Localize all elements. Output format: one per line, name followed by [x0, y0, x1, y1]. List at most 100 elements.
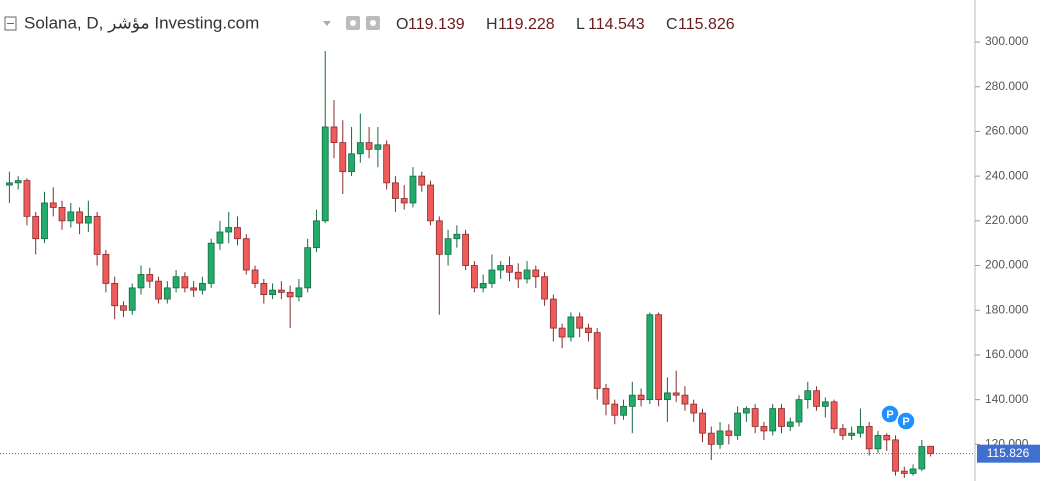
candle-body	[84, 215, 92, 224]
candle-body	[5, 182, 13, 186]
candle-body	[549, 298, 557, 329]
eye-icon-dot	[350, 20, 356, 26]
candle-body	[444, 238, 452, 255]
candle-body	[172, 276, 180, 289]
candle-body	[348, 153, 355, 173]
ohlc-key: C	[666, 16, 678, 33]
chart-title: Solana, D, مؤشر Investing.com	[24, 13, 259, 33]
candle-body	[909, 468, 917, 474]
candle-body	[400, 198, 408, 204]
candle-body	[532, 269, 540, 278]
candle-body	[111, 283, 119, 307]
ohlc-value: 119.228	[498, 16, 555, 33]
candle-body	[225, 227, 233, 233]
candle-body	[602, 388, 610, 405]
candle-body	[462, 233, 470, 266]
candle-body	[120, 305, 127, 311]
candle-body	[778, 408, 785, 427]
candle-body	[190, 287, 198, 291]
candle-body	[392, 182, 399, 199]
candle-body	[269, 289, 276, 295]
event-marker[interactable]	[880, 404, 900, 424]
candle-body	[93, 215, 101, 255]
event-marker[interactable]	[896, 411, 916, 431]
candle-body	[716, 430, 724, 445]
candle-body	[67, 211, 75, 222]
candle-body	[646, 314, 654, 401]
ohlc-key: L	[576, 16, 585, 33]
candle-body	[49, 202, 57, 208]
y-tick-label: 280.000	[985, 79, 1029, 93]
candle-body	[769, 408, 777, 432]
candle-body	[567, 316, 575, 338]
candle-body	[137, 274, 145, 289]
y-tick-label: 200.000	[985, 258, 1029, 272]
y-tick-label: 240.000	[985, 168, 1029, 182]
candle-body	[637, 394, 645, 401]
candle-body	[41, 202, 48, 240]
candle-body	[699, 412, 706, 434]
candle-body	[479, 283, 487, 289]
candle-body	[497, 265, 505, 271]
candle-body	[251, 269, 259, 284]
candle-body	[742, 408, 750, 414]
candle-body	[242, 238, 250, 271]
event-marker-label: P	[902, 416, 909, 428]
candle-body	[374, 144, 382, 150]
candle-body	[813, 390, 820, 407]
candle-body	[488, 269, 496, 284]
candle-body	[128, 287, 136, 311]
candle-body	[155, 280, 162, 300]
candle-body	[199, 283, 206, 291]
candle-body	[681, 394, 689, 405]
dropdown-arrow[interactable]	[323, 21, 331, 26]
y-tick-label: 180.000	[985, 302, 1029, 316]
candle-body	[339, 142, 347, 173]
candle-body	[918, 446, 926, 470]
candle-body	[330, 126, 338, 144]
y-tick-label: 220.000	[985, 213, 1029, 227]
candle-body	[260, 283, 268, 295]
candle-body	[234, 227, 241, 240]
y-tick-label: 140.000	[985, 392, 1029, 406]
candle-body	[900, 470, 908, 474]
last-price-box	[977, 444, 1040, 463]
ohlc-value: 115.826	[678, 16, 735, 33]
candle-body	[277, 289, 285, 293]
candle-body	[207, 242, 215, 284]
candle-body	[585, 327, 592, 333]
settings-icon-dot	[370, 20, 376, 26]
candle-body	[611, 403, 619, 416]
candle-body	[795, 399, 803, 423]
candle-body	[857, 426, 864, 434]
candle-body	[76, 211, 83, 224]
candle-body	[664, 392, 671, 401]
candle-body	[690, 403, 698, 414]
ohlc-key: O	[396, 16, 408, 33]
candle-body	[558, 327, 566, 338]
candle-body	[146, 274, 154, 282]
candle-body	[892, 439, 899, 472]
candle-body	[576, 316, 584, 329]
ohlc-legend: O 119.139 H 119.228 L 114.543 C 115.826	[396, 16, 735, 33]
candle-body	[418, 175, 426, 186]
ohlc-key: H	[486, 16, 498, 33]
candle-body	[216, 231, 224, 244]
collapse-icon[interactable]	[4, 16, 17, 31]
candle-body	[839, 428, 847, 436]
candle-body	[848, 432, 856, 436]
candle-body	[874, 435, 882, 450]
candle-body	[304, 247, 312, 289]
candle-body	[14, 180, 22, 184]
candle-body	[163, 287, 171, 300]
candle-body	[58, 207, 66, 222]
candle-body	[427, 184, 434, 222]
y-tick-label: 300.000	[985, 34, 1029, 48]
candle-body	[830, 401, 838, 430]
candle-body	[356, 142, 364, 155]
candle-body	[751, 408, 759, 427]
candle-body	[734, 412, 741, 436]
y-tick-label: 160.000	[985, 347, 1029, 361]
